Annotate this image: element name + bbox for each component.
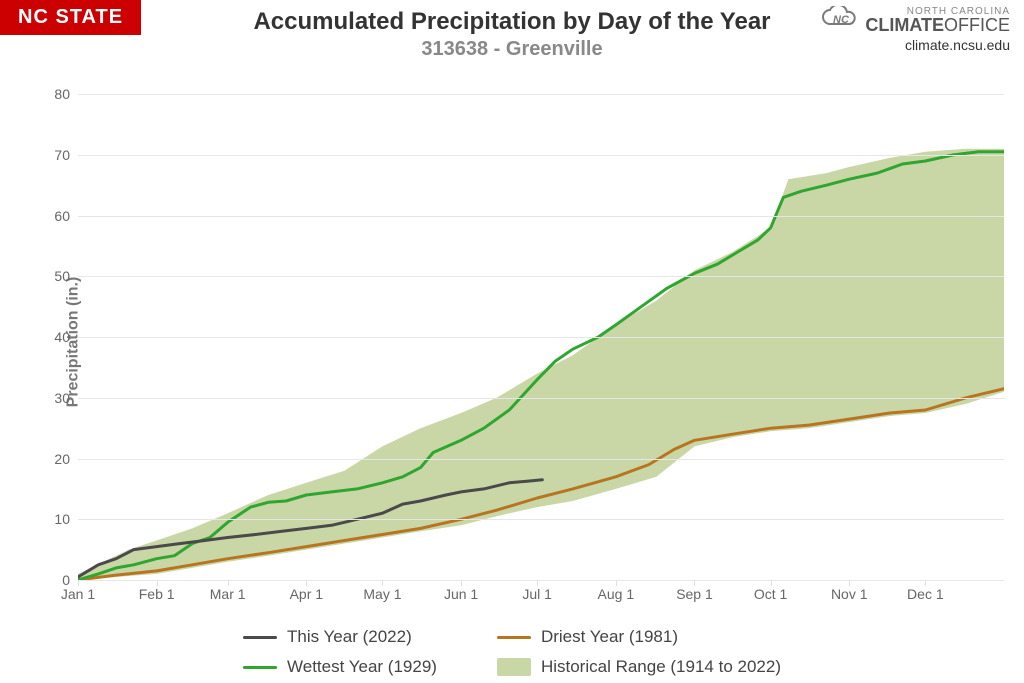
- climate-url: climate.ncsu.edu: [819, 37, 1010, 53]
- x-tick-label: Feb 1: [139, 580, 175, 602]
- x-tick-label: Dec 1: [907, 580, 944, 602]
- gridline: [78, 398, 1004, 399]
- gridline: [78, 459, 1004, 460]
- svg-text:NC: NC: [833, 14, 850, 26]
- legend-label: Historical Range (1914 to 2022): [541, 657, 781, 677]
- y-tick-label: 70: [54, 147, 78, 163]
- historical-range-band: [78, 149, 1004, 580]
- legend-line-icon: [243, 636, 277, 639]
- x-tick-label: Jul 1: [522, 580, 552, 602]
- gridline: [78, 155, 1004, 156]
- x-tick-label: Nov 1: [831, 580, 868, 602]
- cloud-icon: NC: [819, 6, 859, 35]
- gridline: [78, 519, 1004, 520]
- logo-office-word: OFFICE: [944, 15, 1010, 35]
- y-tick-label: 20: [54, 451, 78, 467]
- ncstate-badge: NC STATE: [0, 0, 141, 35]
- legend-driest: Driest Year (1981): [497, 627, 781, 647]
- legend-this-year: This Year (2022): [243, 627, 437, 647]
- x-tick-label: Jun 1: [444, 580, 478, 602]
- legend-label: Wettest Year (1929): [287, 657, 437, 677]
- legend-label: Driest Year (1981): [541, 627, 678, 647]
- y-tick-label: 50: [54, 268, 78, 284]
- x-tick-label: Apr 1: [290, 580, 323, 602]
- y-tick-label: 30: [54, 390, 78, 406]
- legend-swatch-icon: [497, 658, 531, 676]
- x-tick-label: Oct 1: [754, 580, 787, 602]
- legend-wettest: Wettest Year (1929): [243, 657, 437, 677]
- y-tick-label: 40: [54, 329, 78, 345]
- x-tick-label: Aug 1: [598, 580, 635, 602]
- legend-line-icon: [243, 666, 277, 669]
- climate-office-logo: NC NORTH CAROLINA CLIMATEOFFICE climate.…: [819, 6, 1010, 53]
- legend-label: This Year (2022): [287, 627, 412, 647]
- x-tick-label: Mar 1: [210, 580, 246, 602]
- legend: This Year (2022) Wettest Year (1929) Dri…: [0, 627, 1024, 677]
- x-tick-label: Sep 1: [676, 580, 713, 602]
- x-tick-label: May 1: [363, 580, 401, 602]
- legend-line-icon: [497, 636, 531, 639]
- y-tick-label: 60: [54, 208, 78, 224]
- logo-climate-word: CLIMATE: [865, 15, 944, 35]
- legend-range: Historical Range (1914 to 2022): [497, 657, 781, 677]
- chart-container: NC STATE NC NORTH CAROLINA CLIMATEOFFICE…: [0, 0, 1024, 683]
- plot-svg: [78, 82, 1004, 580]
- y-tick-label: 80: [54, 86, 78, 102]
- gridline: [78, 94, 1004, 95]
- x-tick-label: Jan 1: [61, 580, 95, 602]
- plot-area: 01020304050607080Jan 1Feb 1Mar 1Apr 1May…: [78, 82, 1004, 580]
- y-tick-label: 10: [54, 511, 78, 527]
- gridline: [78, 216, 1004, 217]
- gridline: [78, 337, 1004, 338]
- gridline: [78, 276, 1004, 277]
